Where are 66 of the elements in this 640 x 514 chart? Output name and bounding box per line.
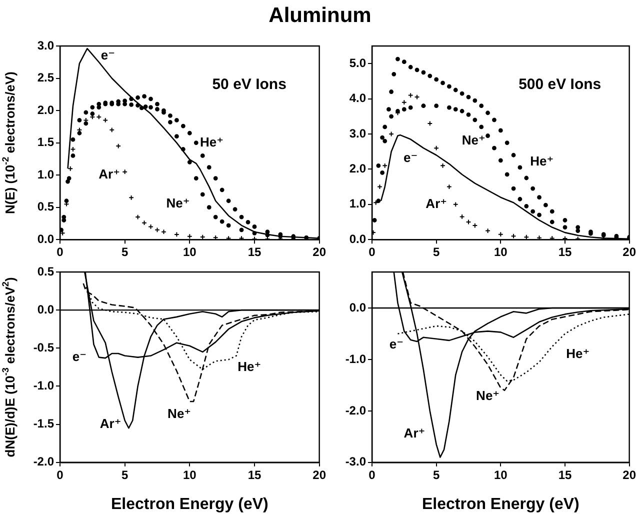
annotation: 500 eV Ions (518, 76, 602, 93)
x-tick-label: 20 (622, 468, 636, 482)
y-axis-title: N(E) (10-2 electrons/eV) (0, 72, 18, 214)
y-tick-label: 5.0 (349, 56, 366, 70)
series-label: He⁺ (530, 154, 554, 169)
x-tick-label: 15 (558, 468, 572, 482)
x-tick-label: 0 (56, 245, 64, 260)
y-tick-label: 3.0 (349, 126, 366, 140)
series-label: Ar⁺ (426, 196, 447, 211)
series-label: He⁺ (566, 346, 590, 361)
y-tick-label: 1.5 (37, 135, 54, 150)
y-tick-label: 2.0 (349, 162, 366, 176)
x-tick-label: 20 (622, 245, 636, 260)
y-tick-label: 2.5 (37, 70, 54, 85)
y-tick-label: 4.0 (349, 91, 366, 106)
y-tick-label: -2.0 (345, 403, 366, 418)
y-tick-label: 3.0 (37, 38, 54, 52)
x-tick-label: 5 (121, 468, 128, 482)
y-tick-label: 0.5 (37, 200, 54, 214)
y-tick-label: 0.5 (37, 264, 54, 278)
series-label: Ne⁺ (462, 132, 486, 148)
x-axis-title: Electron Energy (eV) (110, 496, 268, 513)
series-label: e⁻ (404, 150, 418, 166)
series-label: He⁺ (238, 358, 262, 374)
x-tick-label: 15 (558, 245, 572, 260)
y-tick-label: 1.0 (37, 167, 54, 182)
x-tick-label: 5 (432, 245, 440, 260)
x-tick-label: 10 (494, 468, 508, 482)
x-tick-label: 10 (494, 245, 508, 260)
y-axis-title: dN(E)/d)E (10-3 electrons/eV2) (0, 277, 18, 458)
x-axis-title: Electron Energy (eV) (422, 496, 580, 513)
x-tick-label: 5 (121, 245, 128, 260)
y-tick-label: -3.0 (345, 454, 366, 469)
series-label: Ne⁺ (476, 388, 500, 404)
y-tick-label: -1.0 (345, 352, 366, 366)
x-tick-label: 5 (432, 468, 440, 482)
y-tick-label: 2.0 (37, 102, 54, 117)
x-tick-label: 0 (368, 468, 376, 482)
x-tick-label: 20 (312, 245, 326, 260)
series-label: Ar⁺ (100, 416, 122, 431)
y-tick-label: -1.5 (33, 416, 54, 431)
series-label: Ar⁺ (404, 426, 426, 441)
x-tick-label: 20 (312, 468, 326, 482)
x-tick-label: 0 (368, 245, 376, 260)
y-tick-label: 0.0 (37, 302, 54, 316)
y-tick-label: 0.0 (37, 232, 54, 246)
y-tick-label: 0.0 (349, 300, 366, 314)
series-label: Ne⁺ (168, 406, 192, 421)
y-tick-label: -0.5 (33, 340, 54, 354)
series-label: Ne⁺ (166, 196, 190, 211)
y-tick-label: 0.0 (349, 232, 366, 246)
series-label: He⁺ (200, 134, 224, 150)
x-tick-label: 15 (248, 468, 262, 482)
series-label: e⁻ (72, 348, 86, 364)
y-tick-label: 1.0 (349, 196, 366, 211)
x-tick-label: 15 (248, 245, 262, 260)
series-label: e⁻ (389, 336, 404, 352)
y-tick-label: -1.0 (33, 378, 54, 393)
series-label: e⁻ (100, 47, 116, 62)
x-tick-label: 0 (56, 468, 64, 482)
x-tick-label: 10 (182, 245, 197, 260)
x-tick-label: 10 (182, 468, 197, 482)
y-tick-label: -2.0 (33, 454, 54, 469)
annotation: 50 eV Ions (212, 76, 286, 93)
series-label: Ar⁺ (98, 166, 120, 182)
chart-title: Aluminum (268, 4, 372, 28)
